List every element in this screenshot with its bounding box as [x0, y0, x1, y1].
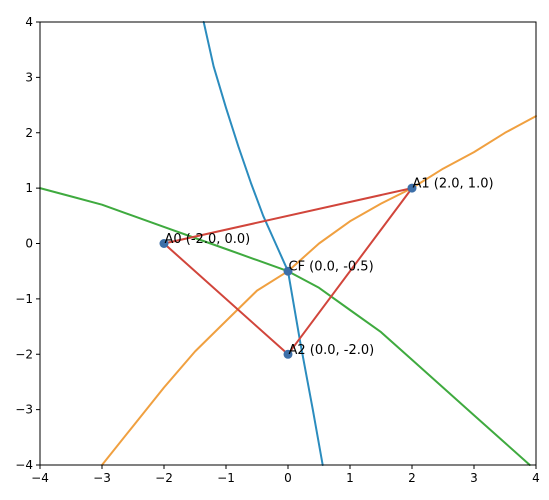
points-layer [159, 183, 417, 359]
y-tick-label-3: −1 [15, 292, 33, 306]
x-tick-label-8: 4 [532, 471, 540, 485]
point-label-1: A1 (2.0, 1.0) [413, 177, 494, 192]
x-tick-label-7: 3 [470, 471, 478, 485]
x-tick-label-2: −2 [155, 471, 173, 485]
y-tick-label-8: 4 [25, 15, 33, 29]
point-labels-layer: A0 (-2.0, 0.0) A1 (2.0, 1.0) A2 (0.0, -2.0… [165, 177, 494, 358]
x-tick-label-3: −1 [217, 471, 235, 485]
point-marker-2 [283, 349, 293, 359]
y-tick-label-7: 3 [25, 70, 33, 84]
triangle-outline [163, 187, 413, 356]
point-marker-3 [283, 266, 293, 276]
point-label-0: A0 (-2.0, 0.0) [165, 232, 251, 247]
x-tick-label-5: 1 [346, 471, 354, 485]
point-label-2: A2 (0.0, -2.0) [289, 343, 375, 358]
y-tick-label-1: −3 [15, 403, 33, 417]
y-axis: −4 −3 −2 −1 0 1 2 3 4 [15, 15, 40, 472]
curve-line-0 [202, 21, 324, 466]
y-tick-label-4: 0 [25, 237, 33, 251]
x-tick-label-1: −3 [93, 471, 111, 485]
point-marker-1 [407, 183, 417, 193]
y-tick-label-0: −4 [15, 458, 33, 472]
triangle-layer [163, 187, 413, 356]
x-tick-label-0: −4 [31, 471, 49, 485]
y-tick-label-6: 2 [25, 126, 33, 140]
y-tick-label-5: 1 [25, 181, 33, 195]
curve-line-1 [101, 115, 537, 466]
point-marker-0 [159, 239, 169, 248]
x-tick-label-6: 2 [408, 471, 416, 485]
y-tick-label-2: −2 [15, 347, 33, 361]
point-label-3: CF (0.0, -0.5) [289, 260, 374, 275]
x-axis: −4 −3 −2 −1 0 1 2 3 4 [31, 465, 540, 485]
x-tick-label-4: 0 [284, 471, 292, 485]
